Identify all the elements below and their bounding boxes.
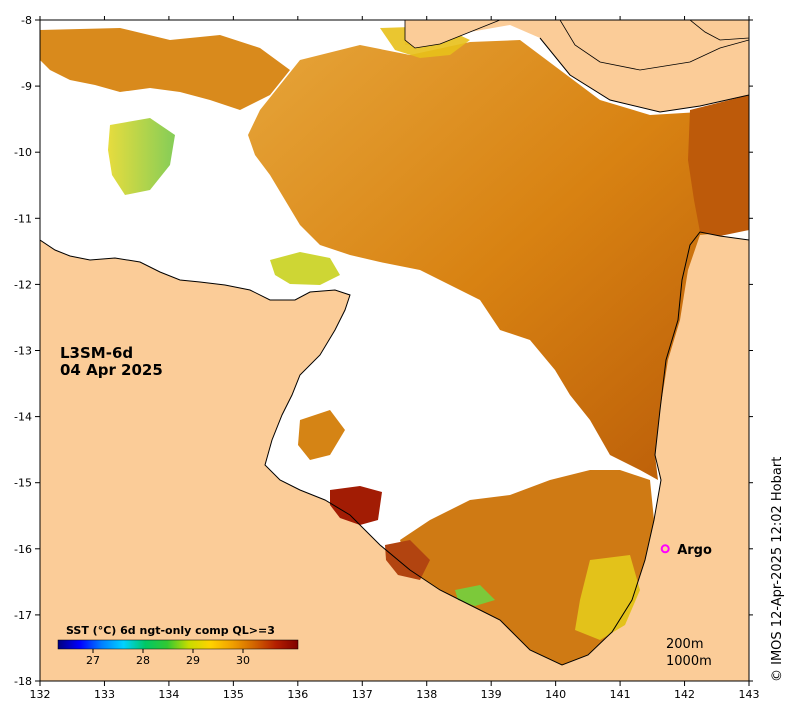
y-axis: -8 -9 -10 -11 -12 -13 -14 -15 -16 -17 -18: [14, 14, 753, 688]
x-tick-label: 134: [158, 688, 179, 701]
colorbar-tick-label: 30: [236, 654, 250, 667]
y-tick-label: -11: [14, 212, 32, 225]
colorbar-ticks: 27 28 29 30: [86, 649, 250, 667]
y-tick-label: -8: [21, 14, 32, 27]
y-tick-label: -14: [14, 411, 32, 424]
argo-marker-icon: [660, 544, 670, 554]
sst-green-fringe: [455, 585, 495, 606]
argo-markers: Argo: [660, 543, 712, 558]
x-tick-label: 138: [416, 688, 437, 701]
colorbar: SST (°C) 6d ngt-only comp QL>=3 27 28 29 30: [57, 624, 299, 667]
coastline-north: [539, 37, 749, 113]
x-tick-label: 132: [30, 688, 51, 701]
y-tick-label: -18: [14, 675, 32, 688]
sst-north-yellow-patch: [108, 118, 175, 195]
sst-warm-field: [248, 40, 749, 480]
y-tick-label: -9: [21, 80, 32, 93]
sst-hot-patch: [330, 486, 382, 525]
y-tick-label: -15: [14, 477, 32, 490]
y-tick-label: -13: [14, 345, 32, 358]
land-island-north: [404, 20, 501, 49]
x-tick-label: 133: [94, 688, 115, 701]
colorbar-tick-label: 29: [186, 654, 200, 667]
colorbar-tick-label: 27: [86, 654, 100, 667]
depth-contour-1000m: 1000m: [666, 654, 712, 669]
x-tick-label: 142: [674, 688, 695, 701]
depth-contour-200m: 200m: [666, 637, 703, 652]
colorbar-gradient: [57, 639, 299, 650]
sst-south-yellow: [575, 555, 640, 640]
x-tick-label: 136: [287, 688, 308, 701]
colorbar-tick-label: 28: [136, 654, 150, 667]
y-tick-label: -12: [14, 278, 32, 291]
x-tick-label: 139: [481, 688, 502, 701]
land-north-east-tip: [689, 20, 749, 41]
sst-west-mid-patch: [298, 410, 345, 460]
map-plot-area: [40, 20, 749, 681]
colorbar-title: SST (°C) 6d ngt-only comp QL>=3: [66, 624, 275, 637]
y-tick-label: -16: [14, 543, 32, 556]
y-tick-label: -10: [14, 146, 32, 159]
sst-hot-patch-2: [385, 540, 430, 580]
x-axis: 132 133 134 135 136 137 138 139 140 141 142 143: [30, 16, 760, 701]
coastline-main: [40, 231, 749, 666]
x-tick-label: 141: [610, 688, 631, 701]
product-label: L3SM-6d: [60, 344, 133, 362]
sst-east-band: [688, 95, 749, 236]
credit-label: © IMOS 12-Apr-2025 12:02 Hobart: [770, 457, 785, 682]
sst-green-patch-2: [270, 252, 340, 285]
date-label: 04 Apr 2025: [60, 361, 163, 379]
x-tick-label: 140: [545, 688, 566, 701]
x-tick-label: 135: [223, 688, 244, 701]
x-tick-label: 137: [352, 688, 373, 701]
sst-northwest-patch: [40, 28, 290, 110]
x-tick-label: 143: [739, 688, 760, 701]
argo-label: Argo: [677, 543, 712, 558]
land-cape-york: [559, 20, 749, 71]
y-tick-label: -17: [14, 609, 32, 622]
